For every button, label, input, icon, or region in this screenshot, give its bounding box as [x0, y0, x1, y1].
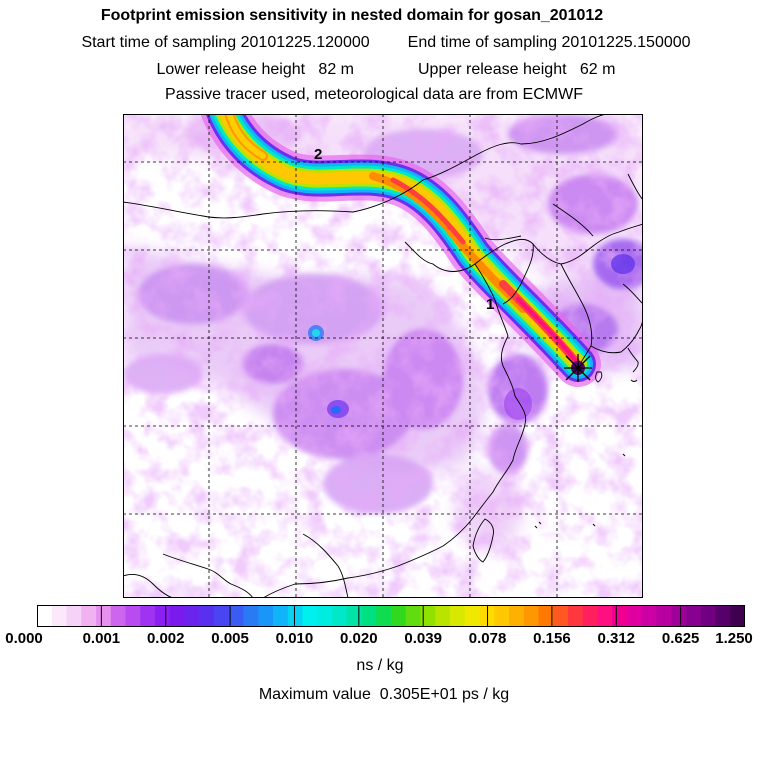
colorbar-swatch — [391, 605, 407, 627]
colorbar-swatch — [509, 605, 525, 627]
colorbar-tick-label: 0.001 — [82, 630, 121, 647]
colorbar-swatch — [420, 605, 436, 627]
colorbar-swatch — [715, 605, 731, 627]
colorbar-tick-label: 0.625 — [661, 630, 700, 647]
colorbar-swatch — [346, 605, 363, 627]
trajectory-label-2: 2 — [314, 146, 322, 163]
colorbar-swatch — [110, 605, 127, 627]
colorbar-swatch — [228, 605, 245, 627]
colorbar-swatch — [641, 605, 658, 627]
colorbar-swatch — [169, 605, 186, 627]
colorbar-swatch — [464, 605, 481, 627]
footprint-map: 2 1 — [123, 114, 643, 598]
lower-value: 82 m — [318, 61, 354, 78]
map-frame — [123, 114, 643, 598]
colorbar-swatch — [155, 605, 171, 627]
colorbar-swatch — [361, 605, 377, 627]
colorbar-swatch — [243, 605, 259, 627]
start-label: Start time of sampling — [81, 34, 237, 51]
colorbar-tick-label: 1.250 — [715, 630, 753, 647]
model-note: Passive tracer used, meteorological data… — [165, 86, 583, 103]
colorbar-swatch — [730, 605, 745, 627]
colorbar-swatch — [656, 605, 672, 627]
colorbar-swatch — [332, 605, 348, 627]
end-value: 20101225.150000 — [561, 34, 691, 51]
upper-label: Upper release height — [418, 61, 567, 78]
colorbar-tick-label: 0.002 — [146, 630, 185, 647]
upper-value: 62 m — [579, 61, 616, 78]
release-point-marker — [564, 354, 592, 382]
colorbar-swatch — [405, 605, 422, 627]
colorbar-swatch — [582, 605, 599, 627]
colorbar-tick-label: 0.020 — [340, 630, 378, 647]
colorbar-unit: ns / kg — [356, 657, 404, 674]
colorbar-swatch — [686, 605, 702, 627]
colorbar-swatch — [568, 605, 584, 627]
map-title: Footprint emission sensitivity in nested… — [100, 7, 604, 24]
colorbar-tick-label: 0.000 — [5, 630, 43, 647]
colorbar-swatch — [184, 605, 200, 627]
colorbar-swatch — [273, 605, 289, 627]
colorbar-swatch — [81, 605, 97, 627]
colorbar-swatch — [612, 605, 628, 627]
colorbar-swatch — [671, 605, 687, 627]
colorbar-swatch — [287, 605, 304, 627]
colorbar-swatch — [627, 605, 643, 627]
colorbar-swatch — [96, 605, 112, 627]
trajectory-label-1: 1 — [486, 296, 494, 313]
colorbar-tick-label: 0.005 — [211, 630, 249, 647]
colorbar-tick-label: 0.039 — [404, 630, 442, 647]
lower-label: Lower release height — [156, 61, 306, 78]
end-label: End time of sampling — [407, 34, 558, 51]
colorbar-swatch — [553, 605, 569, 627]
colorbar — [37, 605, 745, 627]
colorbar-swatch — [700, 605, 717, 627]
colorbar-swatch — [523, 605, 540, 627]
colorbar-swatch — [140, 605, 156, 627]
colorbar-swatch — [597, 605, 613, 627]
colorbar-swatch — [125, 605, 141, 627]
colorbar-tick-label: 0.010 — [275, 630, 314, 647]
maximum-value-line: Maximum value 0.305E+01 ps / kg — [0, 686, 768, 704]
colorbar-swatch — [376, 605, 392, 627]
colorbar-tick-label: 0.156 — [533, 630, 571, 647]
colorbar-swatch — [199, 605, 215, 627]
transport-plume — [200, 114, 601, 387]
colorbar-swatch — [317, 605, 333, 627]
colorbar-swatch — [435, 605, 451, 627]
colorbar-swatch — [214, 605, 230, 627]
maximum-value: 0.305E+01 ps / kg — [379, 686, 510, 703]
colorbar-swatch — [538, 605, 554, 627]
release-heights: Lower release height 82 m Upper release h… — [2, 61, 768, 79]
colorbar-swatch — [494, 605, 510, 627]
colorbar-swatch — [37, 605, 53, 627]
colorbar-swatch — [450, 605, 466, 627]
sampling-times: Start time of sampling 20101225.120000 En… — [2, 34, 768, 52]
coastlines — [123, 114, 643, 598]
colorbar-swatch — [66, 605, 82, 627]
colorbar-frame — [37, 605, 745, 627]
colorbar-swatch — [258, 605, 274, 627]
colorbar-tick-label: 0.312 — [597, 630, 636, 647]
colorbar-swatch — [302, 605, 318, 627]
colorbar-tick-labels: 0.000 0.001 0.002 0.005 0.010 0.020 0.039 0.078… — [0, 630, 768, 650]
colorbar-tick-label: 0.078 — [468, 630, 507, 647]
maximum-label: Maximum value — [258, 686, 371, 703]
start-value: 20101225.120000 — [240, 34, 370, 51]
lat-lon-grid — [123, 114, 643, 598]
colorbar-swatch — [51, 605, 68, 627]
